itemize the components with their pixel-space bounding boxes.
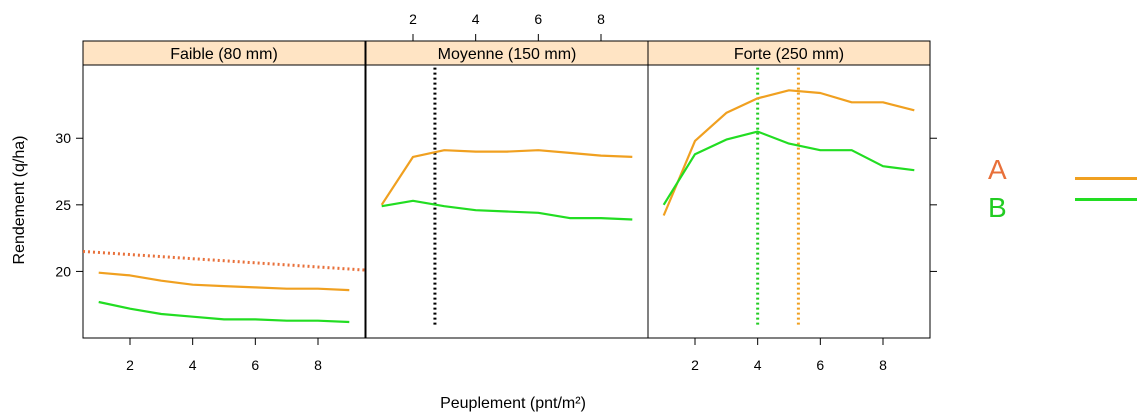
x-tick-label: 8 — [597, 11, 605, 27]
panel-title-1: Faible (80 mm) — [170, 46, 278, 63]
reference-line-1-1 — [82, 249, 366, 272]
legend-label-a: A — [988, 154, 1007, 185]
panel-3 — [662, 65, 915, 325]
panel-1 — [82, 249, 366, 324]
legend-line-a — [1075, 177, 1137, 180]
y-axis-title: Rendement (q/ha) — [11, 136, 28, 265]
series-line-a-panel-2 — [380, 149, 633, 206]
panel-strip-2 — [365, 40, 649, 66]
panel-strip-1 — [82, 40, 366, 66]
x-tick-label: 4 — [189, 357, 197, 373]
series-line-b-panel-1 — [98, 300, 350, 324]
x-tick-label: 6 — [251, 357, 259, 373]
series-line-a-panel-3 — [662, 89, 915, 216]
x-tick-label: 4 — [754, 357, 762, 373]
series-line-b-panel-2 — [381, 199, 633, 221]
series-line-b-panel-3 — [662, 130, 915, 206]
x-tick-label: 2 — [126, 357, 134, 373]
panel-frame-1 — [82, 64, 366, 339]
x-tick-label: 6 — [816, 357, 824, 373]
panel-2 — [380, 65, 633, 325]
panel-title-2: Moyenne (150 mm) — [438, 46, 577, 63]
series-line-a-panel-1 — [98, 271, 350, 292]
x-tick-label: 4 — [472, 11, 480, 27]
x-tick-label: 8 — [879, 357, 887, 373]
x-axis-title: Peuplement (pnt/m²) — [440, 395, 586, 412]
panel-frame-3 — [647, 64, 931, 339]
y-tick-label: 20 — [55, 263, 71, 279]
y-tick-label: 25 — [55, 197, 71, 213]
x-tick-label: 2 — [691, 357, 699, 373]
legend-label-b: B — [988, 192, 1007, 223]
x-tick-label: 6 — [534, 11, 542, 27]
panel-title-3: Forte (250 mm) — [734, 46, 844, 63]
x-tick-label: 8 — [314, 357, 322, 373]
x-tick-label: 2 — [409, 11, 417, 27]
y-tick-label: 30 — [55, 130, 71, 146]
legend-line-b — [1075, 198, 1137, 201]
